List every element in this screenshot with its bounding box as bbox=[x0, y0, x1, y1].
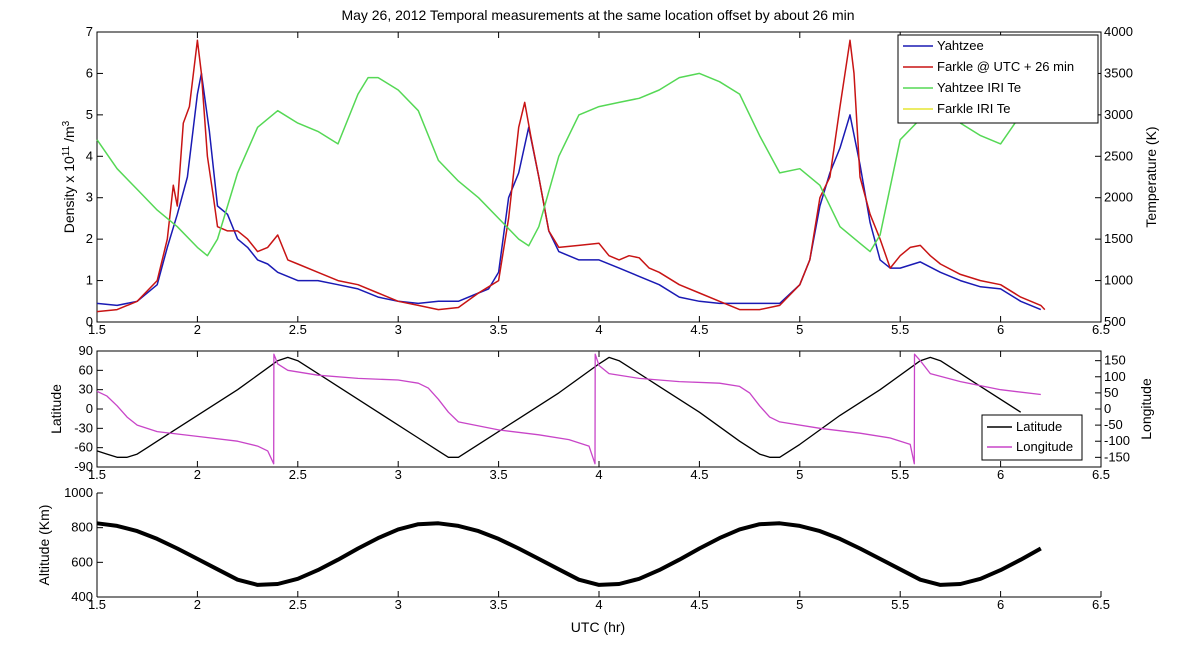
y-tick-label: 60 bbox=[79, 362, 93, 377]
y-tick-label: 4 bbox=[86, 148, 93, 163]
y2-tick-label: 150 bbox=[1104, 353, 1126, 368]
x-tick-label: 3.5 bbox=[490, 467, 508, 482]
y2-tick-label: 500 bbox=[1104, 314, 1126, 329]
y-tick-label: 2 bbox=[86, 231, 93, 246]
x-tick-label: 4.5 bbox=[690, 597, 708, 612]
x-tick-label: 5 bbox=[796, 467, 803, 482]
y-tick-label: -30 bbox=[74, 420, 93, 435]
density-temperature-panel: 1.5 2 2.5 3 3.5 4 4.5 5 5.5 6 6.5 0 1 2 3 4 5 6 7 500 1000 15… bbox=[61, 24, 1160, 337]
legend-entry-label: Yahtzee bbox=[937, 38, 984, 53]
x-tick-label: 5.5 bbox=[891, 322, 909, 337]
y2-tick-label: 3500 bbox=[1104, 65, 1133, 80]
y2-tick-label: 4000 bbox=[1104, 24, 1133, 39]
y2-tick-label: 2000 bbox=[1104, 190, 1133, 205]
y-tick-label: 800 bbox=[71, 520, 93, 535]
x-tick-label: 3 bbox=[395, 597, 402, 612]
altitude-panel: 1.5 2 2.5 3 3.5 4 4.5 5 5.5 6 6.5 400 600 800 1000 Alt… bbox=[36, 485, 1110, 612]
x-tick-label: 2.5 bbox=[289, 467, 307, 482]
x-tick-label: 6 bbox=[997, 467, 1004, 482]
y2-tick-label: -50 bbox=[1104, 417, 1123, 432]
y2-tick-label: 0 bbox=[1104, 401, 1111, 416]
x-tick-label: 3 bbox=[395, 322, 402, 337]
y-tick-label: 30 bbox=[79, 382, 93, 397]
x-tick-label: 4.5 bbox=[690, 467, 708, 482]
y-tick-label: 1000 bbox=[64, 485, 93, 500]
x-tick-label: 4 bbox=[595, 467, 602, 482]
y-tick-label: 400 bbox=[71, 589, 93, 604]
x-tick-label: 3.5 bbox=[490, 322, 508, 337]
x-tick-label: 2.5 bbox=[289, 322, 307, 337]
legend-entry-label: Yahtzee IRI Te bbox=[937, 80, 1021, 95]
y-tick-label: -60 bbox=[74, 440, 93, 455]
x-tick-label: 4 bbox=[595, 322, 602, 337]
x-tick-label: 6.5 bbox=[1092, 467, 1110, 482]
legend-entry-label: Farkle IRI Te bbox=[937, 101, 1010, 116]
x-tick-label: 6 bbox=[997, 597, 1004, 612]
y-tick-label: 90 bbox=[79, 343, 93, 358]
figure-title: May 26, 2012 Temporal measurements at th… bbox=[341, 7, 854, 23]
x-tick-label: 6.5 bbox=[1092, 597, 1110, 612]
panel1-legend: Yahtzee Farkle @ UTC + 26 min Yahtzee IRI … bbox=[897, 34, 1099, 124]
x-tick-label: 2.5 bbox=[289, 597, 307, 612]
y-tick-label: 7 bbox=[86, 24, 93, 39]
panel2-legend: Latitude Longitude bbox=[981, 414, 1083, 461]
x-tick-label: 2 bbox=[194, 467, 201, 482]
legend-entry-label: Longitude bbox=[1016, 439, 1073, 454]
x-tick-label: 6.5 bbox=[1092, 322, 1110, 337]
y-tick-label: 0 bbox=[86, 314, 93, 329]
y-tick-label: 3 bbox=[86, 190, 93, 205]
x-tick-label: 3 bbox=[395, 467, 402, 482]
x-tick-label: 4.5 bbox=[690, 322, 708, 337]
latitude-axis-label: Latitude bbox=[48, 384, 64, 434]
temperature-axis-label: Temperature (K) bbox=[1143, 126, 1159, 227]
y-tick-label: 0 bbox=[86, 401, 93, 416]
x-tick-label: 5 bbox=[796, 322, 803, 337]
x-axis-label: UTC (hr) bbox=[571, 619, 625, 635]
x-tick-label: 5.5 bbox=[891, 597, 909, 612]
latitude-series-line bbox=[96, 356, 1022, 458]
longitude-axis-label: Longitude bbox=[1138, 378, 1154, 440]
y2-tick-label: -150 bbox=[1104, 449, 1130, 464]
longitude-series-line bbox=[96, 353, 1041, 465]
yahtzee-iri-te-series-line bbox=[96, 72, 1022, 257]
x-tick-label: 2 bbox=[194, 597, 201, 612]
legend-entry-label: Latitude bbox=[1016, 419, 1062, 434]
x-tick-label: 1.5 bbox=[88, 322, 106, 337]
x-tick-label: 2 bbox=[194, 322, 201, 337]
y2-tick-label: 1000 bbox=[1104, 273, 1133, 288]
y-tick-label: 6 bbox=[86, 65, 93, 80]
y2-tick-label: 50 bbox=[1104, 385, 1118, 400]
farkle-utc-26-min-series-line bbox=[96, 39, 1046, 313]
y-tick-label: -90 bbox=[74, 459, 93, 474]
y2-tick-label: -100 bbox=[1104, 433, 1130, 448]
density-axis-label: Density x 1011 /m3 bbox=[61, 120, 78, 233]
y2-tick-label: 3000 bbox=[1104, 107, 1133, 122]
x-tick-label: 5 bbox=[796, 597, 803, 612]
y-tick-label: 600 bbox=[71, 554, 93, 569]
x-tick-label: 5.5 bbox=[891, 467, 909, 482]
legend-entry-label: Farkle @ UTC + 26 min bbox=[937, 59, 1074, 74]
altitude-axis-label: Altitude (Km) bbox=[36, 505, 52, 586]
x-tick-label: 1.5 bbox=[88, 467, 106, 482]
latitude-longitude-panel: 1.5 2 2.5 3 3.5 4 4.5 5 5.5 6 6.5 -90 -60 -30 0 30 60 90 -… bbox=[48, 343, 1154, 482]
y2-tick-label: 100 bbox=[1104, 369, 1126, 384]
x-tick-label: 6 bbox=[997, 322, 1004, 337]
y2-tick-label: 2500 bbox=[1104, 148, 1133, 163]
altitude-series-line bbox=[96, 521, 1042, 587]
y-tick-label: 5 bbox=[86, 107, 93, 122]
x-tick-label: 4 bbox=[595, 597, 602, 612]
y2-tick-label: 1500 bbox=[1104, 231, 1133, 246]
y-tick-label: 1 bbox=[86, 273, 93, 288]
x-tick-label: 3.5 bbox=[490, 597, 508, 612]
x-tick-label: 1.5 bbox=[88, 597, 106, 612]
